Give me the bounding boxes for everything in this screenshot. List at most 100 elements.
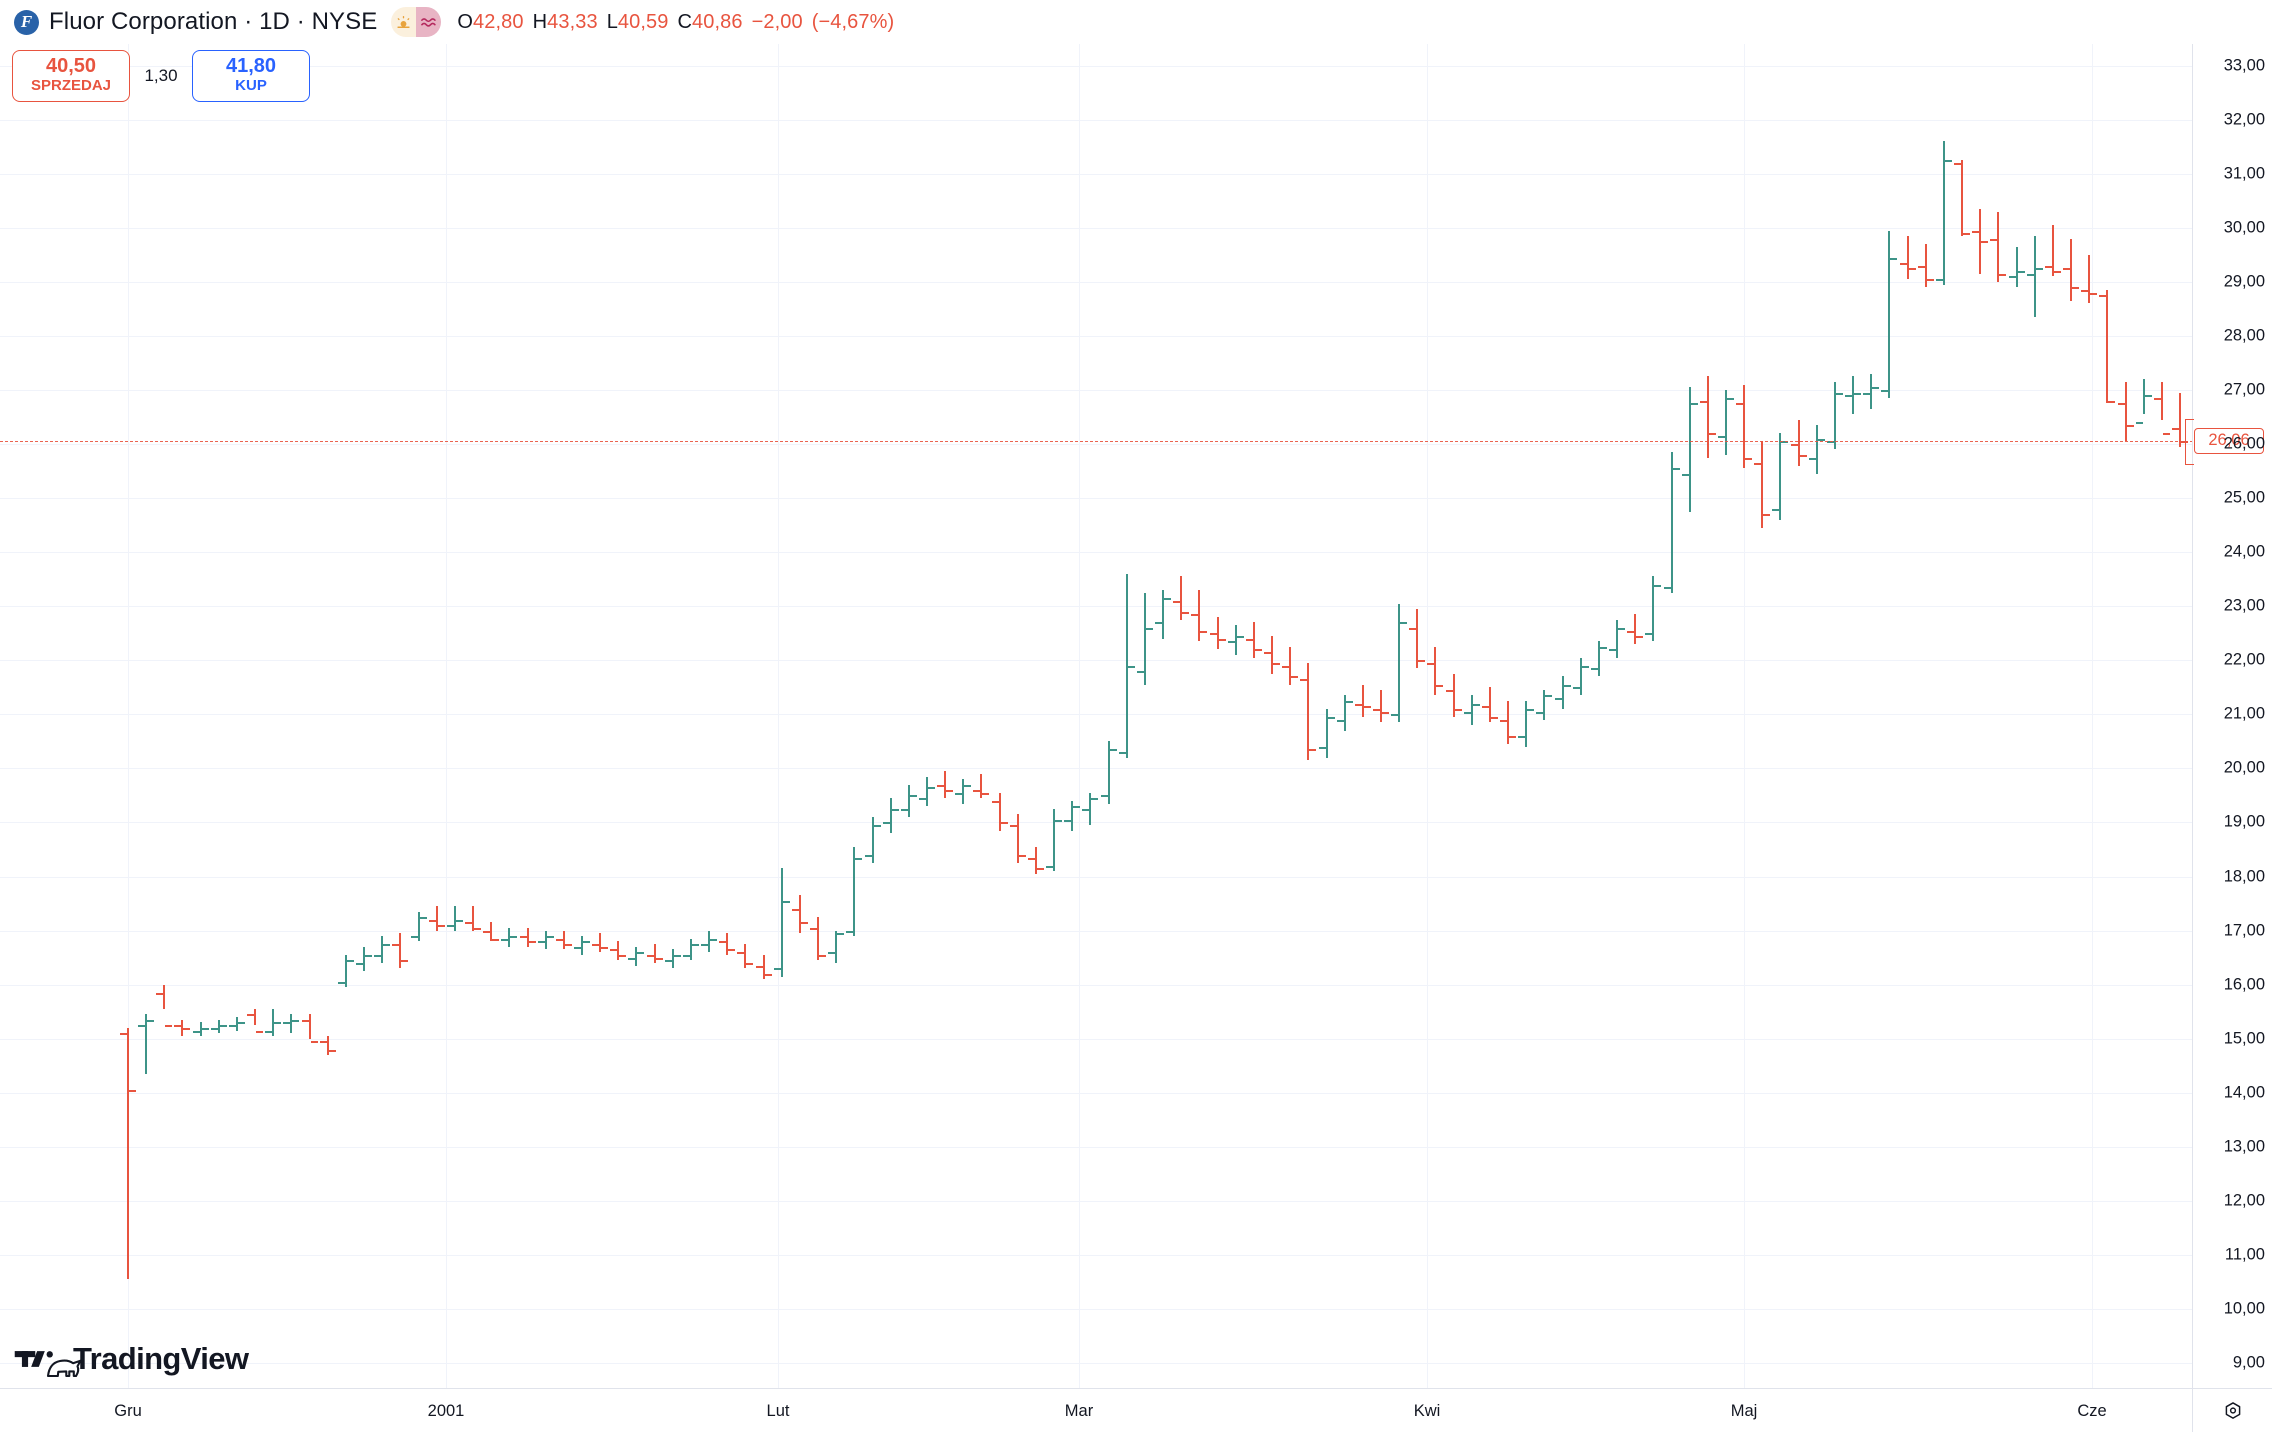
ohlc-open-tick bbox=[1463, 711, 1471, 714]
ohlc-open-tick bbox=[228, 1025, 236, 1028]
ohlc-close-tick bbox=[201, 1027, 209, 1030]
chart-settings-button[interactable] bbox=[2192, 1389, 2272, 1432]
time-axis[interactable]: Gru 2001 Lut Mar Kwi Maj Cze bbox=[0, 1388, 2272, 1433]
spread-value: 1,30 bbox=[144, 66, 178, 85]
ohlc-bar bbox=[1779, 433, 1782, 520]
ohlc-close-tick bbox=[1654, 584, 1662, 587]
ohlc-bar bbox=[145, 1014, 148, 1074]
time-tick-label: Lut bbox=[766, 1402, 790, 1420]
ohlc-bar bbox=[817, 917, 820, 961]
price-tick-label: 21,00 bbox=[2223, 704, 2265, 723]
ohlc-close-tick bbox=[1890, 257, 1898, 260]
ohlc-close-tick bbox=[1599, 646, 1607, 649]
ohlc-close-tick bbox=[1672, 468, 1680, 471]
ohlc-bar bbox=[363, 946, 366, 972]
ohlc-bar bbox=[1361, 684, 1364, 718]
ohlc-close-tick bbox=[637, 952, 645, 955]
ohlc-close-tick bbox=[1436, 684, 1444, 687]
ohlc-bar bbox=[1725, 389, 1728, 455]
ohlc-bar bbox=[926, 776, 928, 807]
buy-button[interactable]: 41,80 KUP bbox=[192, 50, 310, 102]
ohlc-close-tick bbox=[1055, 819, 1063, 822]
price-tick-label: 23,00 bbox=[2223, 596, 2265, 615]
volatility-wave-icon[interactable] bbox=[416, 7, 442, 37]
ohlc-close-tick bbox=[691, 944, 699, 947]
ohlc-close-tick bbox=[1273, 662, 1281, 665]
ohlc-bar bbox=[217, 1019, 220, 1034]
ohlc-open-tick bbox=[1845, 395, 1853, 398]
ohlc-open-tick bbox=[283, 1022, 291, 1025]
ohlc-close-tick bbox=[1581, 665, 1589, 668]
price-tick-label: 12,00 bbox=[2223, 1191, 2265, 1210]
ohlc-open-tick bbox=[1336, 719, 1344, 722]
ohlc-open-tick bbox=[265, 1030, 273, 1033]
gridline bbox=[0, 660, 2193, 662]
ohlc-bar bbox=[235, 1017, 238, 1031]
ohlc-close-tick bbox=[1291, 676, 1299, 679]
current-price-badge[interactable]: 26,06 bbox=[2194, 427, 2264, 454]
ohlc-bar bbox=[1271, 635, 1274, 674]
sell-button[interactable]: 40,50 SPRZEDAJ bbox=[12, 50, 130, 102]
ohlc-close-tick bbox=[909, 795, 917, 798]
ohlc-bar bbox=[490, 922, 493, 942]
gridline bbox=[0, 335, 2193, 337]
ohlc-close-tick bbox=[1981, 241, 1989, 244]
vertical-gridlines bbox=[0, 44, 2193, 1389]
symbol-title[interactable]: Fluor Corporation · 1D · NYSE bbox=[49, 8, 378, 35]
ohlc-close-tick bbox=[1817, 438, 1825, 441]
ohlc-open-tick bbox=[301, 1019, 309, 1022]
price-axis[interactable]: USD 26,06 33,0032,0031,0030,0029,0028,00… bbox=[2185, 0, 2272, 1389]
chart-plot-area[interactable] bbox=[0, 44, 2193, 1389]
sell-price: 40,50 bbox=[45, 55, 97, 78]
gridline bbox=[0, 227, 2193, 229]
horizontal-gridlines bbox=[0, 44, 2193, 1389]
ohlc-bar bbox=[544, 930, 547, 950]
ohlc-close-tick bbox=[1854, 392, 1862, 395]
ohlc-close-tick bbox=[928, 787, 935, 790]
dino-cursor bbox=[42, 1348, 96, 1387]
ohlc-open-tick bbox=[1554, 698, 1562, 701]
ohlc-close-tick bbox=[1182, 611, 1190, 614]
price-bracket bbox=[2185, 418, 2194, 465]
ohlc-bar bbox=[1452, 673, 1455, 718]
ohlc-open-tick bbox=[555, 938, 563, 941]
ohlc-bar bbox=[671, 949, 674, 969]
ohlc-close-tick bbox=[655, 957, 663, 960]
ohlc-open-tick bbox=[900, 808, 908, 811]
ohlc-open-tick bbox=[1282, 665, 1290, 668]
ohlc-close-tick bbox=[528, 941, 536, 944]
price-tick-label: 29,00 bbox=[2223, 272, 2265, 291]
chart-header: F Fluor Corporation · 1D · NYSE O42,80 H4… bbox=[0, 0, 2272, 44]
ohlc-open-tick bbox=[501, 938, 509, 941]
ohlc-bar bbox=[708, 930, 711, 953]
ohlc-open-tick bbox=[1590, 668, 1598, 671]
ohlc-open-tick bbox=[1790, 444, 1798, 447]
sell-label: SPRZEDAJ bbox=[30, 77, 112, 95]
ohlc-close-tick bbox=[1127, 665, 1135, 668]
buy-label: KUP bbox=[235, 77, 267, 95]
ohlc-close-tick bbox=[1618, 627, 1626, 630]
gridline bbox=[0, 930, 2193, 932]
ohlc-open-tick bbox=[1863, 392, 1871, 395]
price-tick-label: 20,00 bbox=[2223, 758, 2265, 777]
ohlc-close-tick bbox=[165, 1025, 173, 1028]
gridline bbox=[0, 65, 2193, 67]
ohlc-open-tick bbox=[428, 919, 436, 922]
ohlc-bar bbox=[1398, 603, 1401, 723]
ohlc-bar bbox=[1252, 622, 1255, 658]
ohlc-open-tick bbox=[1009, 825, 1017, 828]
ohlc-bar bbox=[1198, 590, 1201, 642]
ohlc-open-tick bbox=[1155, 622, 1163, 625]
ohlc-open-tick bbox=[1736, 403, 1744, 406]
ohlc-bar bbox=[1016, 814, 1019, 863]
ohlc-close-tick bbox=[1200, 630, 1208, 633]
ohlc-open-tick bbox=[1264, 652, 1272, 655]
ohlc-close-tick bbox=[964, 784, 972, 787]
ohlc-close-tick bbox=[1908, 268, 1916, 271]
ohlc-bar-series bbox=[0, 44, 2193, 1389]
session-sunrise-icon[interactable] bbox=[391, 7, 417, 37]
ohlc-close-tick bbox=[1345, 700, 1353, 703]
ohlc-bar bbox=[998, 792, 1001, 831]
ohlc-close-tick bbox=[710, 938, 718, 941]
ohlc-close-tick bbox=[873, 825, 881, 828]
